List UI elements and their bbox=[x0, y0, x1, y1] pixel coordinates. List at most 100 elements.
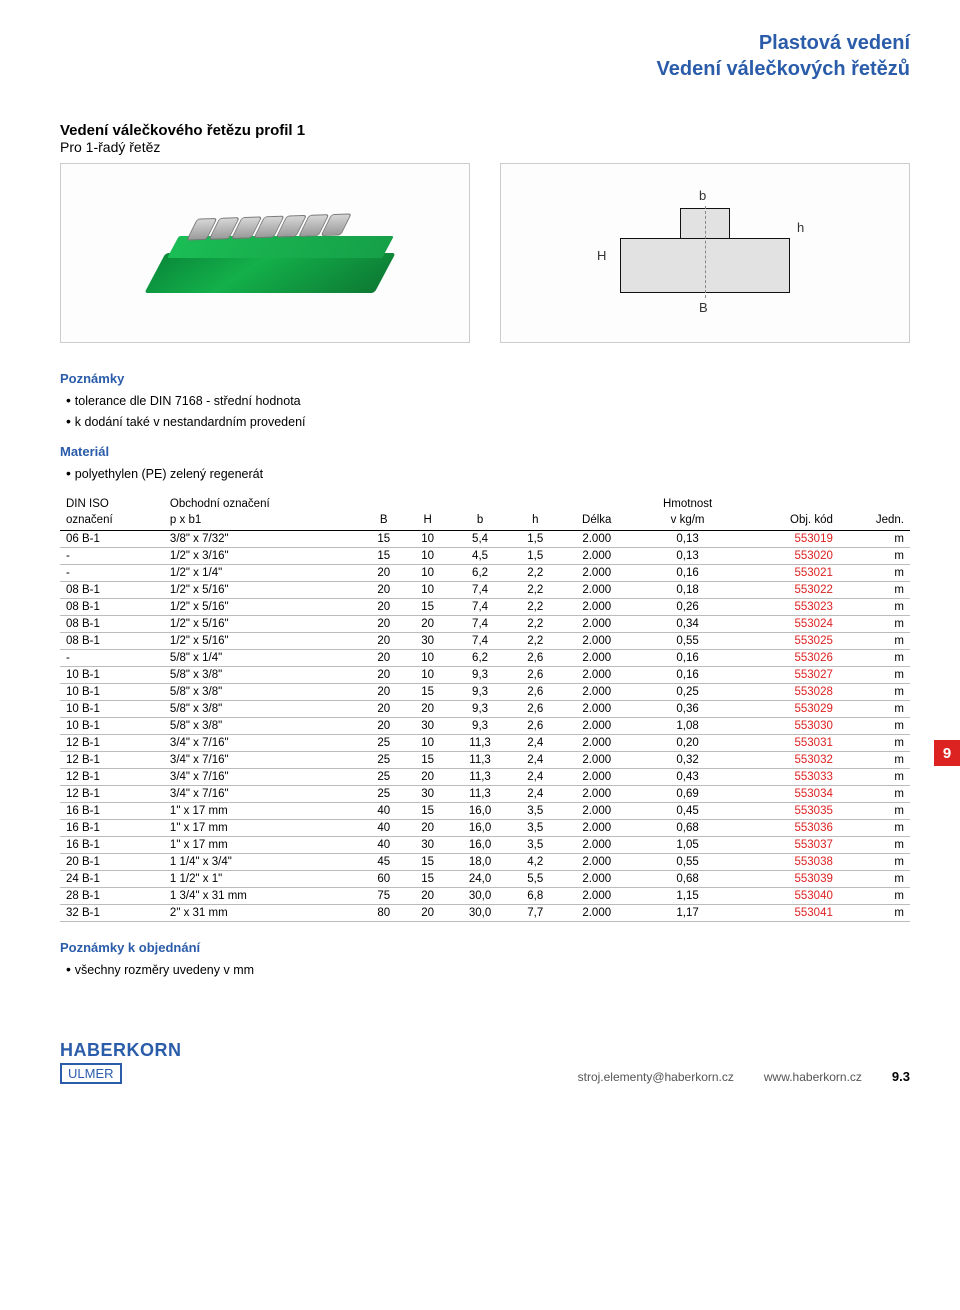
table-cell: 553027 bbox=[742, 667, 839, 684]
table-cell: 553032 bbox=[742, 752, 839, 769]
table-cell: 15 bbox=[406, 854, 450, 871]
table-cell: 10 bbox=[406, 735, 450, 752]
table-cell: 1,08 bbox=[633, 718, 741, 735]
table-cell: 11,3 bbox=[450, 735, 511, 752]
table-cell: 7,4 bbox=[450, 616, 511, 633]
table-cell: 20 bbox=[406, 820, 450, 837]
table-cell: 6,2 bbox=[450, 565, 511, 582]
table-cell: 2.000 bbox=[560, 854, 633, 871]
table-cell: 15 bbox=[406, 803, 450, 820]
table-cell: 3/4" x 7/16" bbox=[164, 786, 362, 803]
table-cell: 30 bbox=[406, 786, 450, 803]
table-cell: 0,13 bbox=[633, 548, 741, 565]
notes-list-1: tolerance dle DIN 7168 - střední hodnota… bbox=[66, 390, 910, 432]
table-header-cell: Délka bbox=[560, 512, 633, 531]
table-header-cell: Hmotnost bbox=[633, 496, 741, 512]
table-cell: 0,55 bbox=[633, 633, 741, 650]
table-row: -5/8" x 1/4"20106,22,62.0000,16553026m bbox=[60, 650, 910, 667]
table-cell: 30 bbox=[406, 633, 450, 650]
table-header-cell bbox=[406, 496, 450, 512]
table-header-cell: Jedn. bbox=[839, 512, 910, 531]
notes-block: Poznámky tolerance dle DIN 7168 - středn… bbox=[60, 371, 910, 484]
table-cell: 0,68 bbox=[633, 871, 741, 888]
table-cell: 2,2 bbox=[511, 582, 561, 599]
table-cell: 2,4 bbox=[511, 752, 561, 769]
table-cell: 20 bbox=[406, 888, 450, 905]
table-cell: m bbox=[839, 599, 910, 616]
table-cell: - bbox=[60, 565, 164, 582]
table-cell: 15 bbox=[406, 752, 450, 769]
table-cell: 20 bbox=[362, 565, 406, 582]
table-cell: 30 bbox=[406, 837, 450, 854]
table-cell: 0,34 bbox=[633, 616, 741, 633]
table-cell: m bbox=[839, 888, 910, 905]
table-header-cell: Obchodní označení bbox=[164, 496, 362, 512]
table-header-cell: Obj. kód bbox=[742, 512, 839, 531]
table-header-cell: označení bbox=[60, 512, 164, 531]
table-header-cell bbox=[560, 496, 633, 512]
table-cell: 30,0 bbox=[450, 905, 511, 922]
table-cell: 2,6 bbox=[511, 667, 561, 684]
table-cell: 24 B-1 bbox=[60, 871, 164, 888]
table-cell: 553041 bbox=[742, 905, 839, 922]
table-cell: 12 B-1 bbox=[60, 786, 164, 803]
table-cell: 11,3 bbox=[450, 786, 511, 803]
table-cell: m bbox=[839, 650, 910, 667]
table-cell: 20 bbox=[362, 667, 406, 684]
table-cell: 2.000 bbox=[560, 531, 633, 548]
table-cell: 4,5 bbox=[450, 548, 511, 565]
table-cell: 2.000 bbox=[560, 599, 633, 616]
table-row: 16 B-11" x 17 mm403016,03,52.0001,055530… bbox=[60, 837, 910, 854]
footer-email: stroj.elementy@haberkorn.cz bbox=[578, 1070, 734, 1084]
table-cell: 3/4" x 7/16" bbox=[164, 752, 362, 769]
table-cell: m bbox=[839, 718, 910, 735]
table-cell: 3,5 bbox=[511, 803, 561, 820]
table-cell: 5/8" x 3/8" bbox=[164, 684, 362, 701]
table-cell: 2.000 bbox=[560, 752, 633, 769]
table-cell: 5,4 bbox=[450, 531, 511, 548]
table-cell: 40 bbox=[362, 820, 406, 837]
table-cell: 0,32 bbox=[633, 752, 741, 769]
table-cell: 20 bbox=[362, 684, 406, 701]
product-photo-box bbox=[60, 163, 470, 343]
table-cell: 9,3 bbox=[450, 701, 511, 718]
table-cell: 553028 bbox=[742, 684, 839, 701]
table-cell: 20 B-1 bbox=[60, 854, 164, 871]
table-cell: 10 bbox=[406, 548, 450, 565]
table-cell: 5,5 bbox=[511, 871, 561, 888]
table-cell: m bbox=[839, 582, 910, 599]
table-cell: 2.000 bbox=[560, 701, 633, 718]
table-cell: 10 B-1 bbox=[60, 684, 164, 701]
table-cell: 0,18 bbox=[633, 582, 741, 599]
table-cell: 1 1/4" x 3/4" bbox=[164, 854, 362, 871]
table-cell: 0,16 bbox=[633, 667, 741, 684]
table-cell: 20 bbox=[362, 582, 406, 599]
order-notes-block: Poznámky k objednání všechny rozměry uve… bbox=[60, 940, 910, 980]
table-header-row-top: DIN ISOObchodní označení Hmotnost bbox=[60, 496, 910, 512]
subheading-light: Pro 1-řadý řetěz bbox=[60, 139, 910, 155]
table-cell: 2.000 bbox=[560, 769, 633, 786]
table-cell: 11,3 bbox=[450, 769, 511, 786]
table-cell: 553038 bbox=[742, 854, 839, 871]
table-row: 08 B-11/2" x 5/16"20107,42,22.0000,18553… bbox=[60, 582, 910, 599]
table-row: 06 B-13/8" x 7/32"15105,41,52.0000,13553… bbox=[60, 531, 910, 548]
table-cell: - bbox=[60, 650, 164, 667]
table-cell: 16 B-1 bbox=[60, 820, 164, 837]
table-cell: 2.000 bbox=[560, 548, 633, 565]
table-cell: 1,5 bbox=[511, 531, 561, 548]
table-cell: 1/2" x 1/4" bbox=[164, 565, 362, 582]
table-cell: 10 bbox=[406, 531, 450, 548]
table-cell: 25 bbox=[362, 735, 406, 752]
table-cell: 1 1/2" x 1" bbox=[164, 871, 362, 888]
table-cell: 10 bbox=[406, 667, 450, 684]
illustration-row: b H h B bbox=[60, 163, 910, 343]
table-cell: m bbox=[839, 820, 910, 837]
table-cell: 553030 bbox=[742, 718, 839, 735]
table-cell: 2.000 bbox=[560, 871, 633, 888]
table-header-cell: DIN ISO bbox=[60, 496, 164, 512]
table-cell: 2,2 bbox=[511, 599, 561, 616]
table-cell: 16,0 bbox=[450, 803, 511, 820]
table-cell: 1/2" x 5/16" bbox=[164, 599, 362, 616]
table-cell: 3,5 bbox=[511, 837, 561, 854]
logo-main: HABERKORN bbox=[60, 1040, 182, 1061]
